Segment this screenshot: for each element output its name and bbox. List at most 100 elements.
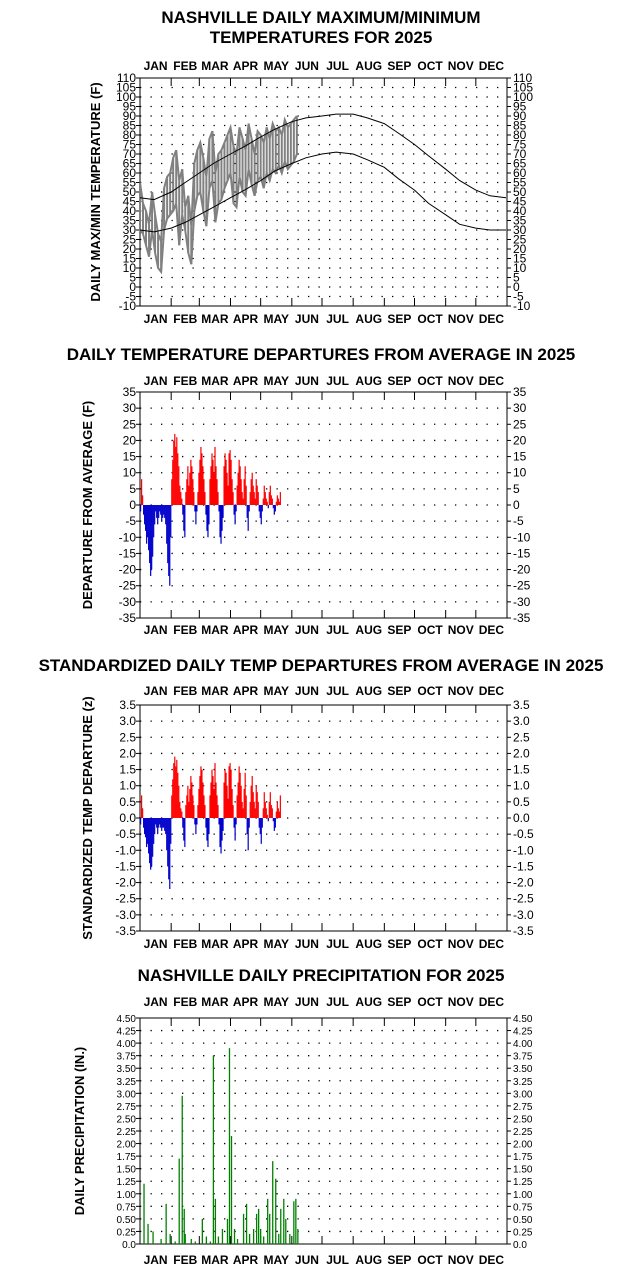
positive-departure-bar (187, 466, 189, 505)
month-label-bottom: MAY (263, 937, 289, 951)
positive-departure-bar (255, 479, 257, 505)
y-tick-label-right: 4.00 (513, 1039, 533, 1050)
y-tick-label-right: 1.00 (513, 1190, 533, 1201)
positive-departure-bar (251, 776, 253, 818)
y-tick-label-left: 3.0 (119, 714, 136, 728)
month-label-top: SEP (387, 995, 411, 1009)
y-tick-label-left: 0.0 (119, 811, 136, 825)
positive-departure-bar (265, 808, 267, 818)
y-tick-label-right: 4.50 (513, 1014, 533, 1025)
y-tick-label-right: 55 (513, 176, 527, 190)
positive-departure-bar (217, 805, 219, 818)
y-tick-label-left: 15 (123, 450, 137, 464)
negative-departure-bar (170, 818, 172, 844)
month-label-top: AUG (355, 374, 382, 388)
y-tick-label-right: 2.0 (513, 746, 530, 760)
positive-departure-bar (177, 772, 179, 818)
month-label-top: NOV (448, 684, 474, 698)
positive-departure-bar (242, 498, 244, 505)
month-label-bottom: FEB (173, 312, 197, 326)
negative-departure-bar (163, 818, 165, 828)
negative-departure-bar (147, 818, 149, 844)
positive-departure-bar (270, 495, 272, 505)
y-tick-label-left: -15 (119, 546, 137, 560)
y-tick-label-left: 0.5 (119, 795, 136, 809)
positive-departure-bar (240, 479, 242, 505)
month-label-bottom: AUG (355, 312, 382, 326)
month-label-bottom: FEB (173, 937, 197, 951)
y-tick-label-right: 0.0 (513, 811, 530, 825)
standardized-departure-chart: -3.5 -3.5 -3.0 -3.0 -2.5 -2.5 -2.0 -2.0 -1.5 -1.5… (80, 684, 534, 951)
negative-departure-bar (168, 818, 170, 880)
negative-departure-bar (140, 505, 142, 512)
y-tick-label-right: 100 (513, 90, 533, 104)
negative-departure-bar (157, 505, 159, 525)
month-label-bottom: JUN (295, 937, 319, 951)
month-label-top: MAR (201, 995, 229, 1009)
y-tick-label-right: -0.5 (513, 827, 534, 841)
y-tick-label-left: 70 (123, 147, 137, 161)
y-tick-label-left: 80 (123, 128, 137, 142)
y-tick-label-left: 5 (129, 482, 136, 496)
positive-departure-bar (230, 769, 232, 818)
negative-departure-bar (273, 505, 275, 515)
positive-departure-bar (213, 472, 215, 505)
temp-chart-title-line-1: NASHVILLE DAILY MAXIMUM/MINIMUM (161, 8, 481, 27)
positive-departure-bar (179, 485, 181, 505)
positive-departure-bar (275, 501, 277, 505)
negative-departure-bar (246, 818, 248, 835)
positive-departure-bar (264, 492, 266, 505)
positive-departure-bar (256, 792, 258, 818)
positive-departure-bar (249, 801, 251, 818)
negative-departure-bar (259, 505, 261, 518)
y-tick-label-right: 110 (513, 71, 532, 85)
month-label-top: MAY (263, 374, 289, 388)
positive-departure-bar (241, 801, 243, 818)
y-tick-label-left: 95 (123, 100, 137, 114)
negative-departure-bar (267, 505, 269, 509)
month-label-top: OCT (417, 59, 443, 73)
positive-departure-bar (180, 808, 182, 818)
normal-low-line (139, 151, 506, 233)
negative-departure-bar (261, 505, 263, 512)
positive-departure-bar (236, 485, 238, 505)
positive-departure-bar (255, 785, 257, 818)
y-tick-label-left: 100 (116, 90, 136, 104)
month-label-bottom: APR (233, 623, 259, 637)
positive-departure-bar (201, 769, 203, 818)
positive-departure-bar (186, 795, 188, 818)
positive-departure-bar (245, 485, 247, 505)
negative-departure-bar (148, 818, 150, 854)
negative-departure-bar (196, 818, 198, 825)
positive-departure-bar (253, 492, 255, 505)
negative-departure-bar (195, 818, 197, 835)
negative-departure-bar (220, 818, 222, 854)
positive-departure-bar (199, 776, 201, 818)
y-tick-label-right: -10 (513, 299, 531, 313)
y-tick-label-left: 75 (123, 138, 137, 152)
negative-departure-bar (272, 818, 274, 822)
y-tick-label-right: 5 (513, 271, 520, 285)
y-tick-label-left: 4.25 (117, 1027, 137, 1038)
positive-departure-bar (224, 453, 226, 505)
month-label-bottom: OCT (417, 937, 443, 951)
y-tick-label-left: 2.00 (117, 1140, 137, 1151)
month-label-bottom: JUL (326, 937, 349, 951)
positive-departure-bar (269, 792, 271, 818)
y-tick-label-left: -1.0 (115, 843, 136, 857)
month-label-bottom: MAY (263, 623, 289, 637)
y-tick-label-right: 75 (513, 138, 527, 152)
y-tick-label-left: 20 (123, 433, 137, 447)
month-label-bottom: MAR (201, 623, 229, 637)
y-tick-label-left: 0.25 (117, 1227, 137, 1238)
plot-frame (139, 1017, 508, 1245)
positive-departure-bar (279, 795, 281, 818)
positive-departure-bar (227, 485, 229, 505)
y-tick-label-right: 20 (513, 242, 527, 256)
y-tick-label-left: 0 (129, 498, 136, 512)
negative-departure-bar (234, 818, 236, 841)
negative-departure-bar (158, 818, 160, 828)
y-tick-label-left: -1.5 (115, 859, 136, 873)
y-tick-label-right: 3.00 (513, 1089, 533, 1100)
